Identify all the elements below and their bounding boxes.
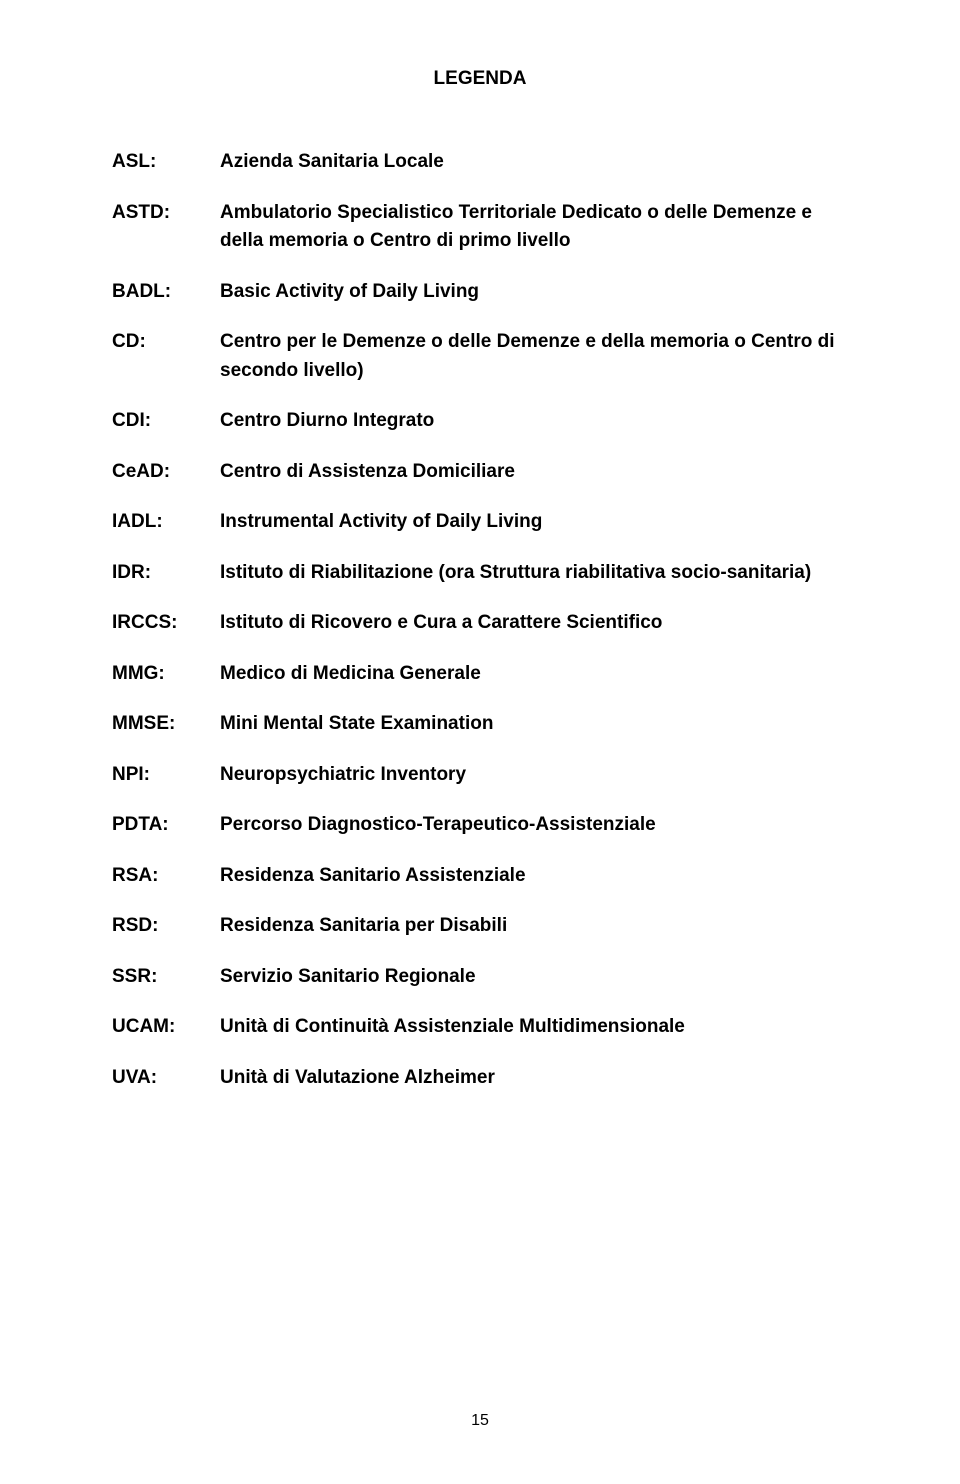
legend-definition: Centro per le Demenze o delle Demenze e … xyxy=(220,328,848,385)
legend-abbr: CeAD: xyxy=(112,458,220,487)
legend-abbr: ASTD: xyxy=(112,199,220,228)
legend-definition: Servizio Sanitario Regionale xyxy=(220,963,848,992)
legend-row: IADL: Instrumental Activity of Daily Liv… xyxy=(112,508,848,537)
legend-row: UCAM: Unità di Continuità Assistenziale … xyxy=(112,1013,848,1042)
legend-definition: Unità di Continuità Assistenziale Multid… xyxy=(220,1013,848,1042)
legend-abbr: RSD: xyxy=(112,912,220,941)
legend-row: PDTA: Percorso Diagnostico-Terapeutico-A… xyxy=(112,811,848,840)
legend-row: CD: Centro per le Demenze o delle Demenz… xyxy=(112,328,848,385)
legend-definition: Unità di Valutazione Alzheimer xyxy=(220,1064,848,1093)
legend-definition: Neuropsychiatric Inventory xyxy=(220,761,848,790)
legend-row: RSA: Residenza Sanitario Assistenziale xyxy=(112,862,848,891)
legend-definition: Residenza Sanitario Assistenziale xyxy=(220,862,848,891)
legend-abbr: NPI: xyxy=(112,761,220,790)
legend-abbr: ASL: xyxy=(112,148,220,177)
legend-row: MMG: Medico di Medicina Generale xyxy=(112,660,848,689)
legend-definition: Centro Diurno Integrato xyxy=(220,407,848,436)
legend-abbr: UCAM: xyxy=(112,1013,220,1042)
legend-abbr: PDTA: xyxy=(112,811,220,840)
legend-abbr: IDR: xyxy=(112,559,220,588)
legend-list: ASL: Azienda Sanitaria Locale ASTD: Ambu… xyxy=(112,148,848,1114)
legend-definition: Ambulatorio Specialistico Territoriale D… xyxy=(220,199,848,256)
legend-abbr: CDI: xyxy=(112,407,220,436)
legend-abbr: RSA: xyxy=(112,862,220,891)
legend-definition: Azienda Sanitaria Locale xyxy=(220,148,848,177)
legend-abbr: BADL: xyxy=(112,278,220,307)
page-title: LEGENDA xyxy=(112,68,848,90)
legend-abbr: IADL: xyxy=(112,508,220,537)
legend-row: SSR: Servizio Sanitario Regionale xyxy=(112,963,848,992)
legend-row: CDI: Centro Diurno Integrato xyxy=(112,407,848,436)
legend-definition: Istituto di Ricovero e Cura a Carattere … xyxy=(220,609,848,638)
legend-row: IRCCS: Istituto di Ricovero e Cura a Car… xyxy=(112,609,848,638)
legend-definition: Medico di Medicina Generale xyxy=(220,660,848,689)
legend-abbr: MMG: xyxy=(112,660,220,689)
legend-row: ASL: Azienda Sanitaria Locale xyxy=(112,148,848,177)
legend-definition: Centro di Assistenza Domiciliare xyxy=(220,458,848,487)
legend-definition: Instrumental Activity of Daily Living xyxy=(220,508,848,537)
legend-definition: Mini Mental State Examination xyxy=(220,710,848,739)
legend-definition: Basic Activity of Daily Living xyxy=(220,278,848,307)
legend-definition: Residenza Sanitaria per Disabili xyxy=(220,912,848,941)
legend-definition: Percorso Diagnostico-Terapeutico-Assiste… xyxy=(220,811,848,840)
legend-row: IDR: Istituto di Riabilitazione (ora Str… xyxy=(112,559,848,588)
legend-row: CeAD: Centro di Assistenza Domiciliare xyxy=(112,458,848,487)
legend-row: MMSE: Mini Mental State Examination xyxy=(112,710,848,739)
legend-abbr: UVA: xyxy=(112,1064,220,1093)
legend-abbr: SSR: xyxy=(112,963,220,992)
legend-row: RSD: Residenza Sanitaria per Disabili xyxy=(112,912,848,941)
page: LEGENDA ASL: Azienda Sanitaria Locale AS… xyxy=(0,0,960,1484)
legend-abbr: CD: xyxy=(112,328,220,357)
legend-row: BADL: Basic Activity of Daily Living xyxy=(112,278,848,307)
legend-definition: Istituto di Riabilitazione (ora Struttur… xyxy=(220,559,848,588)
legend-abbr: MMSE: xyxy=(112,710,220,739)
legend-abbr: IRCCS: xyxy=(112,609,220,638)
page-number: 15 xyxy=(0,1412,960,1430)
legend-row: UVA: Unità di Valutazione Alzheimer xyxy=(112,1064,848,1093)
legend-row: NPI: Neuropsychiatric Inventory xyxy=(112,761,848,790)
legend-row: ASTD: Ambulatorio Specialistico Territor… xyxy=(112,199,848,256)
